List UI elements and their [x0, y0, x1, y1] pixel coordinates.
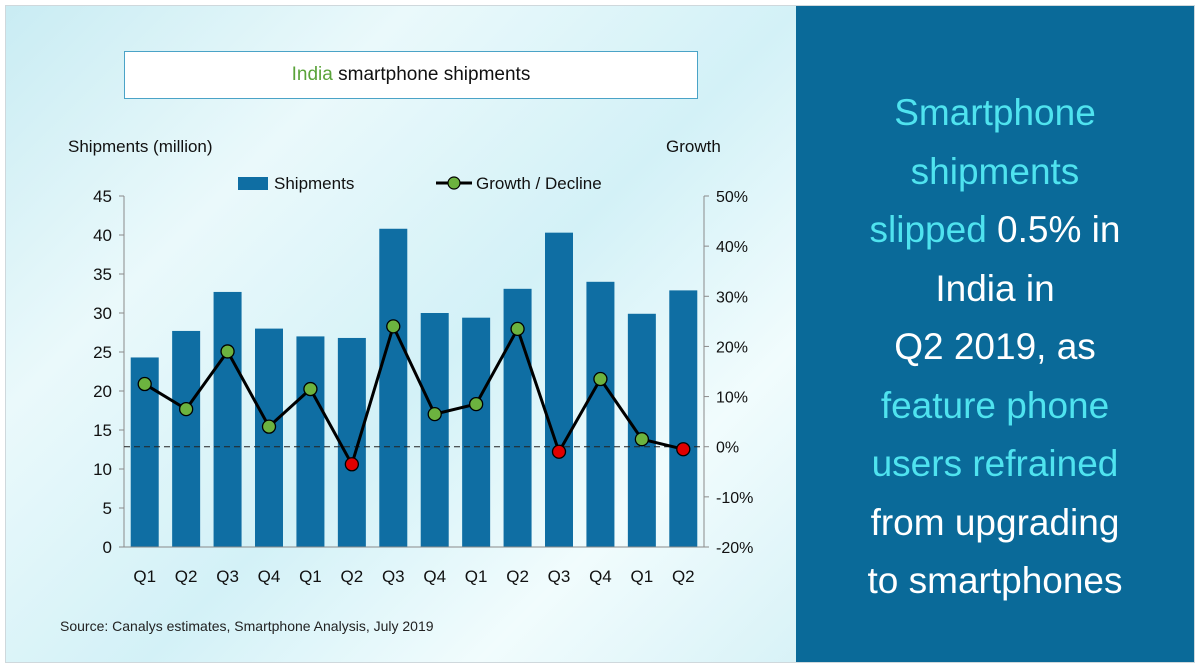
growth-point: [634, 432, 650, 447]
bar: [669, 290, 698, 547]
left-tick-label: 10: [93, 460, 112, 479]
headline-highlight: Smartphone: [894, 92, 1096, 133]
left-tick-label: 20: [93, 382, 112, 401]
left-tick-label: 40: [93, 226, 112, 245]
right-tick-label: 20%: [716, 339, 748, 356]
bar: [420, 313, 449, 547]
growth-point: [676, 442, 691, 457]
right-tick-label: 0%: [716, 440, 739, 457]
bar: [213, 291, 242, 547]
x-tick-label: Q2: [672, 567, 695, 586]
legend-label-growth: Growth / Decline: [476, 174, 602, 193]
left-tick-label: 25: [93, 343, 112, 362]
right-tick-label: -10%: [716, 490, 753, 507]
headline-highlight: slipped: [869, 209, 987, 250]
headline-line: India in: [796, 260, 1194, 319]
headline-panel: Smartphone shipments slipped 0.5% in India …: [796, 6, 1194, 662]
infographic-frame: India smartphone shipments 0 5 10 15 20 25 30 3…: [5, 5, 1195, 663]
left-tick-label: 0: [103, 538, 112, 557]
headline-text: Smartphone shipments slipped 0.5% in India …: [796, 84, 1194, 611]
combo-chart: 0 5 10 15 20 25 30 35 40 45 -20% -10% 0% 10% 20% 30% 40%…: [68, 137, 753, 586]
headline-segment: to smartphones: [867, 560, 1123, 601]
left-tick-label: 45: [93, 187, 112, 206]
right-tick-label: 40%: [716, 239, 748, 256]
chart-title: India smartphone shipments: [124, 51, 698, 99]
right-tick-label: -20%: [716, 540, 753, 557]
bar: [462, 317, 491, 547]
bar: [545, 232, 573, 547]
growth-point: [344, 457, 360, 472]
right-tick-label: 50%: [716, 189, 748, 206]
growth-point: [261, 419, 277, 434]
headline-line: slipped 0.5% in: [796, 201, 1194, 260]
headline-highlight: users refrained: [871, 443, 1119, 484]
legend-label-shipments: Shipments: [274, 174, 354, 193]
left-tick-label: 5: [103, 499, 112, 518]
bar: [627, 313, 656, 547]
x-tick-label: Q2: [506, 567, 529, 586]
x-tick-label: Q4: [589, 567, 612, 586]
chart-title-highlight: India: [291, 64, 333, 85]
legend-swatch-growth-marker: [447, 176, 461, 190]
headline-line: users refrained: [796, 435, 1194, 494]
headline-segment: from upgrading: [870, 501, 1120, 543]
x-tick-label: Q2: [175, 567, 198, 586]
chart-title-rest: smartphone shipments: [338, 64, 531, 85]
growth-point: [220, 344, 235, 359]
left-tick-label: 30: [93, 304, 112, 323]
y-axis-right-title: Growth: [666, 137, 721, 156]
right-tick-label: 10%: [716, 390, 748, 407]
headline-segment: Q2 2019, as: [894, 326, 1096, 367]
bar: [296, 336, 325, 547]
left-tick-label: 15: [93, 421, 112, 440]
x-tick-label: Q1: [465, 567, 488, 586]
growth-point: [427, 406, 442, 422]
headline-segment: 0.5% in: [986, 209, 1121, 250]
growth-point: [178, 401, 194, 417]
bar: [172, 330, 201, 547]
headline-highlight: feature phone: [880, 384, 1110, 426]
chart-panel: India smartphone shipments 0 5 10 15 20 25 30 3…: [6, 6, 796, 662]
headline-line: Smartphone: [796, 84, 1194, 143]
bar: [379, 228, 408, 547]
growth-point: [510, 321, 525, 337]
growth-line: [143, 322, 684, 469]
x-tick-label: Q4: [258, 567, 281, 586]
x-tick-label: Q2: [341, 567, 364, 586]
bar: [255, 328, 283, 547]
growth-point: [303, 381, 318, 397]
headline-line: to smartphones: [796, 552, 1194, 611]
x-tick-label: Q3: [216, 567, 239, 586]
right-tick-label: 30%: [716, 289, 748, 306]
x-tick-label: Q1: [631, 567, 654, 586]
headline-highlight: shipments: [910, 150, 1080, 192]
growth-point: [468, 396, 484, 412]
growth-point: [551, 444, 567, 459]
growth-point: [137, 376, 152, 392]
headline-line: from upgrading: [796, 494, 1194, 553]
growth-point: [593, 371, 608, 387]
y-axis-left-title: Shipments (million): [68, 137, 213, 156]
bar: [586, 281, 615, 547]
headline-segment: India in: [935, 267, 1055, 309]
legend-swatch-shipments: [238, 177, 268, 190]
x-tick-label: Q1: [299, 567, 322, 586]
headline-line: shipments: [796, 143, 1194, 202]
x-tick-label: Q1: [133, 567, 156, 586]
x-tick-label: Q4: [423, 567, 446, 586]
headline-line: Q2 2019, as: [796, 318, 1194, 377]
x-tick-label: Q3: [382, 567, 405, 586]
growth-point: [386, 319, 401, 334]
x-tick-label: Q3: [548, 567, 571, 586]
headline-line: feature phone: [796, 377, 1194, 436]
source-note: Source: Canalys estimates, Smartphone An…: [60, 618, 434, 634]
bar: [337, 337, 366, 547]
left-tick-label: 35: [93, 265, 112, 284]
